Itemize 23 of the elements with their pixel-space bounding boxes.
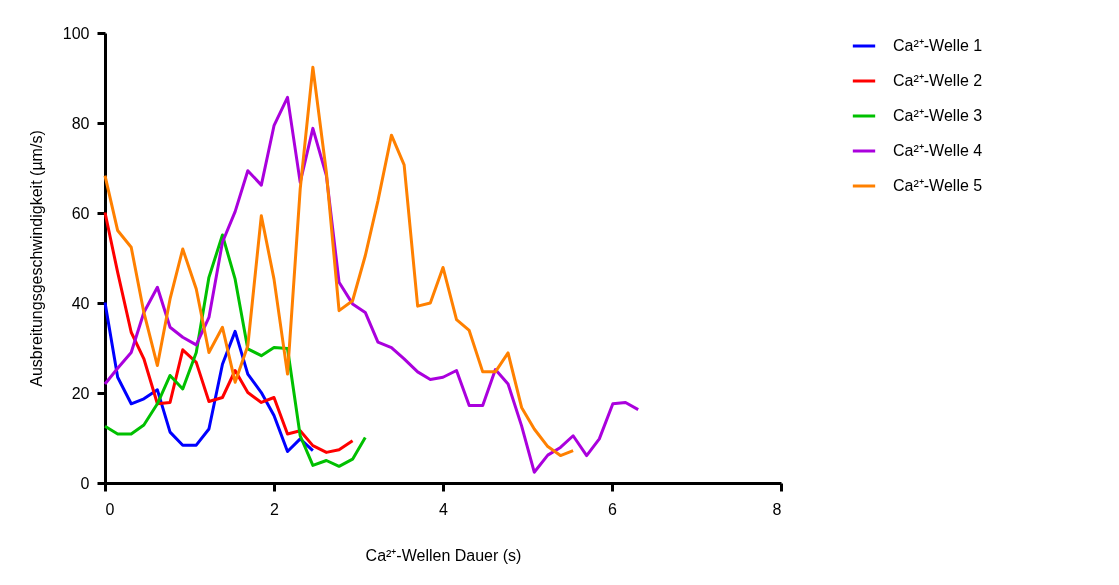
y-axis-title: Ausbreitungsgeschwindigkeit (µm/s) — [27, 130, 45, 387]
legend-label: Ca²⁺-Welle 1 — [893, 37, 983, 54]
y-tick-label: 0 — [80, 474, 90, 492]
line-series — [103, 65, 575, 458]
x-tick-label: 4 — [439, 500, 449, 518]
y-tick-label: 100 — [62, 24, 90, 42]
legend-label: Ca²⁺-Welle 2 — [893, 72, 983, 89]
line-series — [103, 95, 640, 474]
x-tick-label: 6 — [608, 500, 618, 518]
x-tick-label: 0 — [105, 500, 115, 518]
y-tick-label: 80 — [71, 114, 90, 132]
x-axis-title: Ca²⁺-Wellen Dauer (s) — [365, 546, 522, 564]
legend-label: Ca²⁺-Welle 3 — [893, 107, 983, 124]
x-tick-label: 2 — [270, 500, 280, 518]
legend-label: Ca²⁺-Welle 4 — [893, 142, 983, 159]
x-tick-label: 8 — [772, 500, 782, 518]
line-series — [103, 301, 315, 453]
y-tick-label: 20 — [71, 384, 90, 402]
legend-label: Ca²⁺-Welle 5 — [893, 177, 983, 194]
y-tick-label: 60 — [71, 204, 90, 222]
line-series — [103, 211, 355, 454]
y-tick-label: 40 — [71, 294, 90, 312]
line-series — [103, 233, 367, 468]
